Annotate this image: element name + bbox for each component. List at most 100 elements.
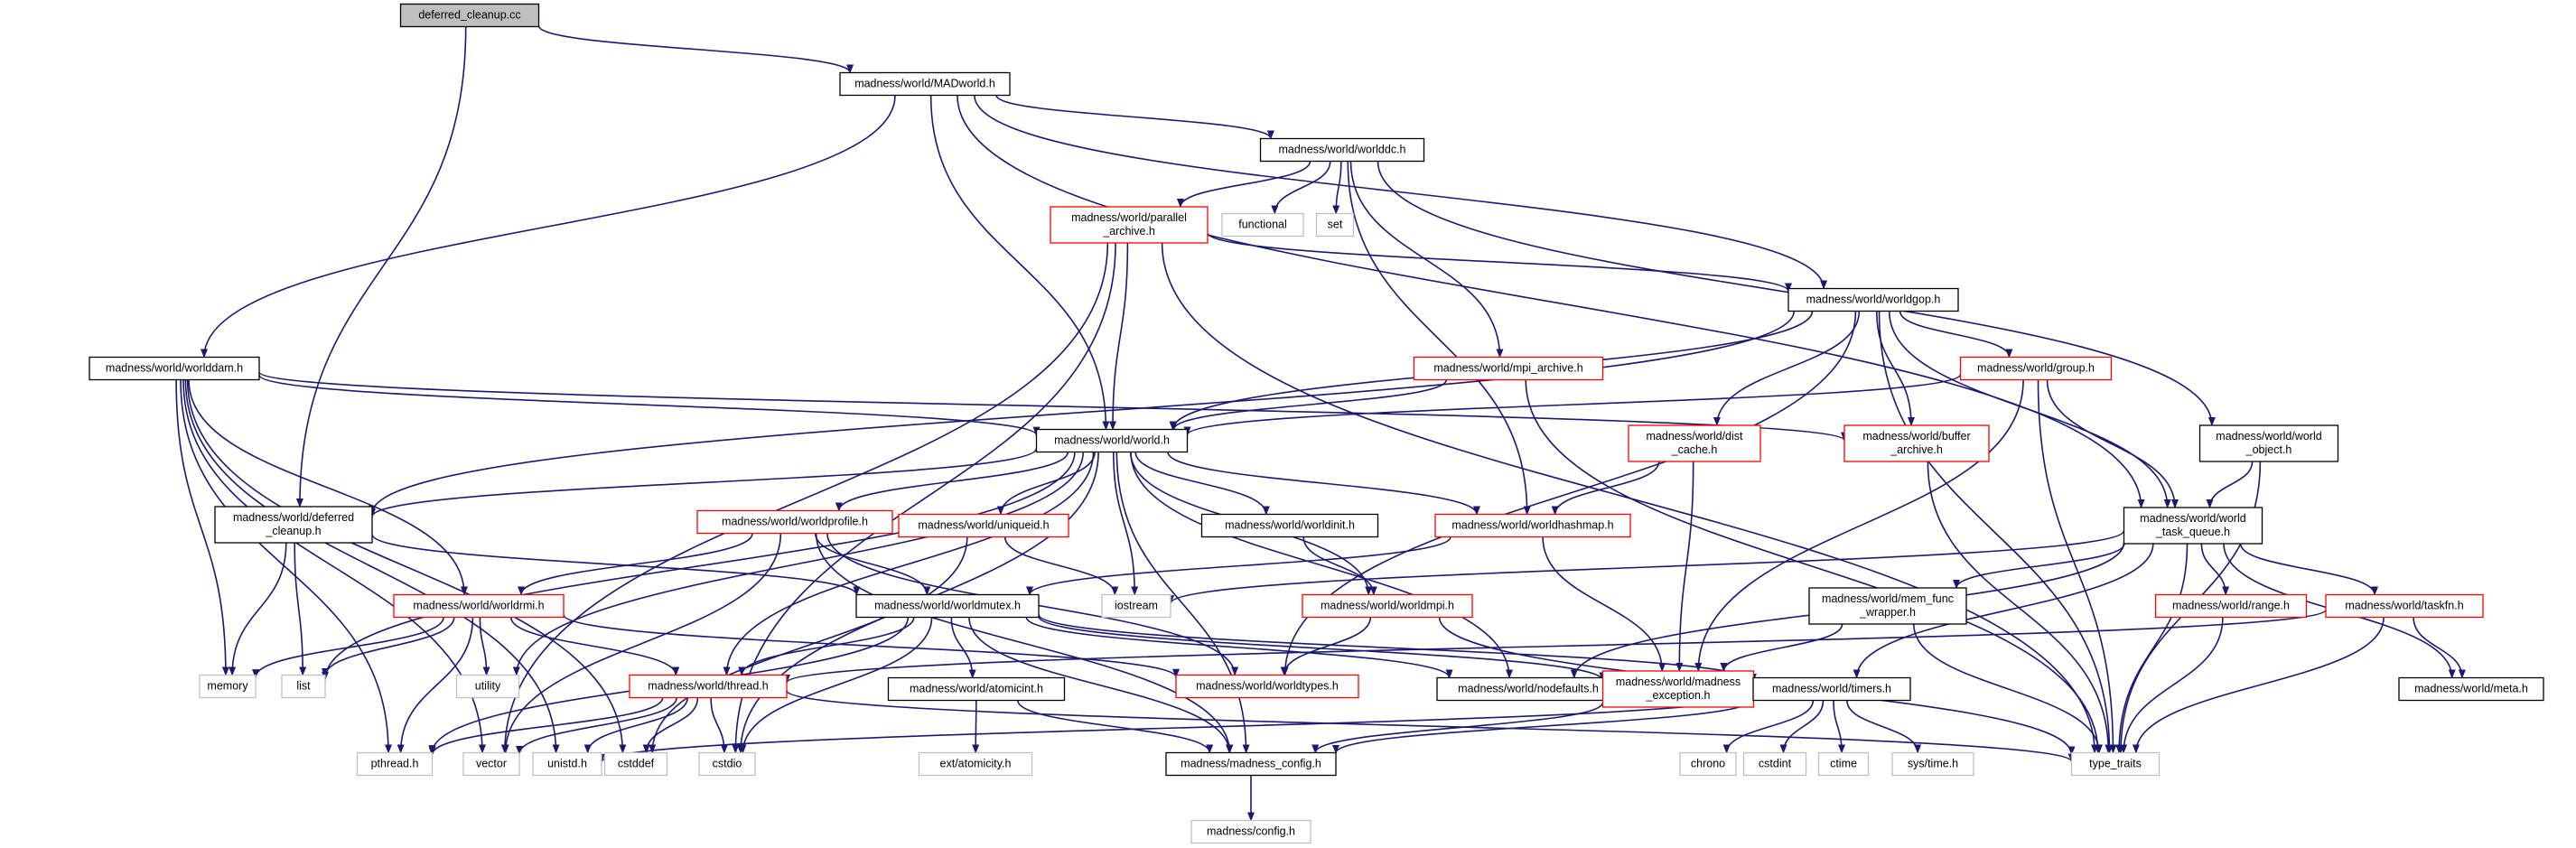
node-mpi-archive[interactable]: madness/world/mpi_archive.h bbox=[1413, 356, 1604, 381]
edge-world-to-worldprofile bbox=[835, 452, 1069, 512]
node-box bbox=[898, 513, 1069, 538]
node-memory[interactable]: memory bbox=[199, 674, 257, 699]
node-buffer-archive[interactable]: madness/world/buffer_archive.h bbox=[1843, 424, 1990, 462]
node-world-task-queue[interactable]: madness/world/world_task_queue.h bbox=[2123, 507, 2263, 545]
edge-worldgop-to-dist-cache bbox=[1713, 311, 1861, 426]
node-box bbox=[1413, 356, 1604, 381]
node-label: pthread.h bbox=[371, 758, 419, 770]
node-type-traits[interactable]: type_traits bbox=[2070, 751, 2161, 777]
node-box bbox=[1302, 593, 1473, 619]
node-world[interactable]: madness/world/world.h bbox=[1035, 428, 1189, 453]
node-mem-func-wrapper[interactable]: madness/world/mem_func_wrapper.h bbox=[1808, 587, 1967, 625]
edge-line bbox=[583, 697, 689, 754]
edge-line bbox=[2046, 379, 2179, 508]
edge-line bbox=[1134, 452, 1270, 516]
edge-line bbox=[723, 452, 1095, 676]
edge-line bbox=[950, 617, 976, 679]
node-label: _object.h bbox=[2245, 443, 2292, 456]
edge-world-task-queue-to-timers bbox=[1853, 543, 2154, 679]
node-config[interactable]: madness/config.h bbox=[1190, 819, 1311, 844]
edge-line bbox=[175, 379, 229, 676]
node-meta[interactable]: madness/world/meta.h bbox=[2398, 676, 2544, 702]
node-label: madness/world/parallel bbox=[1071, 211, 1187, 224]
node-chrono[interactable]: chrono bbox=[1679, 751, 1737, 777]
node-madness-config[interactable]: madness/madness_config.h bbox=[1165, 751, 1337, 777]
node-worlddam[interactable]: madness/world/worlddam.h bbox=[89, 356, 260, 381]
node-worldhashmap[interactable]: madness/world/worldhashmap.h bbox=[1434, 513, 1631, 538]
edge-line bbox=[518, 533, 753, 596]
node-cstdio[interactable]: cstdio bbox=[698, 751, 756, 777]
node-group[interactable]: madness/world/group.h bbox=[1959, 356, 2113, 381]
node-list[interactable]: list bbox=[281, 674, 326, 699]
node-deferred-cleanup-h[interactable]: madness/world/deferred_cleanup.h bbox=[214, 506, 373, 544]
node-box bbox=[2154, 593, 2308, 619]
node-utility[interactable]: utility bbox=[455, 674, 520, 699]
edge-world-task-queue-to-type-traits bbox=[2115, 543, 2189, 754]
edge-worldddc-to-parallel-archive bbox=[1176, 161, 1311, 208]
edge-line bbox=[1332, 698, 1754, 754]
node-cstddef[interactable]: cstddef bbox=[603, 751, 668, 777]
edge-line bbox=[1349, 161, 1504, 359]
node-timers[interactable]: madness/world/timers.h bbox=[1752, 676, 1911, 702]
node-parallel-archive[interactable]: madness/world/parallel_archive.h bbox=[1050, 206, 1209, 244]
node-iostream[interactable]: iostream bbox=[1101, 593, 1171, 619]
node-label: madness/world/mpi_archive.h bbox=[1433, 362, 1582, 375]
node-dist-cache[interactable]: madness/world/dist_cache.h bbox=[1628, 424, 1761, 462]
node-worldmutex[interactable]: madness/world/worldmutex.h bbox=[855, 593, 1040, 619]
node-functional[interactable]: functional bbox=[1221, 212, 1304, 238]
edge-worldddc-to-mpi-archive bbox=[1349, 161, 1504, 359]
edge-line bbox=[835, 452, 1069, 512]
node-worldgop[interactable]: madness/world/worldgop.h bbox=[1787, 287, 1959, 312]
edge-thread-to-unistd bbox=[583, 697, 689, 754]
node-worldddc[interactable]: madness/world/worlddc.h bbox=[1259, 137, 1425, 163]
node-sys-time[interactable]: sys/time.h bbox=[1891, 751, 1974, 777]
node-worldtypes[interactable]: madness/world/worldtypes.h bbox=[1175, 674, 1359, 699]
node-worldinit[interactable]: madness/world/worldinit.h bbox=[1200, 513, 1379, 538]
edge-deferred-cleanup-cc-to-madworld bbox=[537, 25, 854, 74]
node-madworld[interactable]: madness/world/MADworld.h bbox=[839, 71, 1011, 97]
edge-line bbox=[2132, 617, 2385, 754]
node-deferred-cleanup-cc[interactable]: deferred_cleanup.cc bbox=[399, 3, 540, 28]
node-world-object[interactable]: madness/world/world_object.h bbox=[2198, 424, 2339, 462]
node-ext-atomicity[interactable]: ext/atomicity.h bbox=[918, 751, 1033, 777]
node-box bbox=[2325, 593, 2484, 619]
node-thread[interactable]: madness/world/thread.h bbox=[629, 674, 788, 699]
node-uniqueid[interactable]: madness/world/uniqueid.h bbox=[898, 513, 1069, 538]
node-madness-exception[interactable]: madness/world/madness_exception.h bbox=[1601, 670, 1755, 708]
edge-line bbox=[1017, 700, 1214, 754]
edge-mem-func-wrapper-to-madness-exception bbox=[1720, 623, 1843, 672]
node-box bbox=[887, 676, 1066, 702]
edge-line bbox=[996, 452, 1096, 516]
node-box bbox=[1050, 206, 1209, 244]
edge-line bbox=[563, 614, 1180, 678]
node-worldmpi[interactable]: madness/world/worldmpi.h bbox=[1302, 593, 1473, 619]
node-worldprofile[interactable]: madness/world/worldprofile.h bbox=[696, 509, 893, 535]
edge-line bbox=[322, 617, 455, 677]
node-label: _cleanup.h bbox=[265, 525, 321, 537]
node-cstdint[interactable]: cstdint bbox=[1742, 751, 1807, 777]
node-vector[interactable]: vector bbox=[462, 751, 520, 777]
edge-line bbox=[732, 242, 1116, 754]
edge-taskfn-to-type-traits bbox=[2132, 617, 2385, 754]
node-label: _cache.h bbox=[1671, 443, 1718, 456]
node-worldrmi[interactable]: madness/world/worldrmi.h bbox=[393, 593, 565, 619]
node-range[interactable]: madness/world/range.h bbox=[2154, 593, 2308, 619]
node-label: madness/world/worldmutex.h bbox=[874, 600, 1021, 612]
node-pthread[interactable]: pthread.h bbox=[356, 751, 434, 777]
node-atomicint[interactable]: madness/world/atomicint.h bbox=[887, 676, 1066, 702]
node-ctime[interactable]: ctime bbox=[1817, 751, 1870, 777]
edge-line bbox=[201, 95, 896, 359]
edge-thread-to-type-traits bbox=[786, 690, 2076, 763]
edge-worlddam-to-worldrmi bbox=[188, 379, 468, 596]
node-nodefaults[interactable]: madness/world/nodefaults.h bbox=[1436, 676, 1620, 702]
edge-world-task-queue-to-mem-func-wrapper bbox=[1953, 543, 2125, 589]
edge-line bbox=[428, 697, 664, 756]
node-taskfn[interactable]: madness/world/taskfn.h bbox=[2325, 593, 2484, 619]
edge-group-to-madness-exception bbox=[1694, 379, 2024, 672]
edge-world-to-thread bbox=[723, 452, 1095, 676]
edge-line bbox=[1026, 536, 1451, 596]
node-box bbox=[698, 751, 756, 777]
node-box bbox=[1808, 587, 1967, 625]
node-unistd[interactable]: unistd.h bbox=[532, 751, 602, 777]
node-set[interactable]: set bbox=[1315, 212, 1355, 238]
